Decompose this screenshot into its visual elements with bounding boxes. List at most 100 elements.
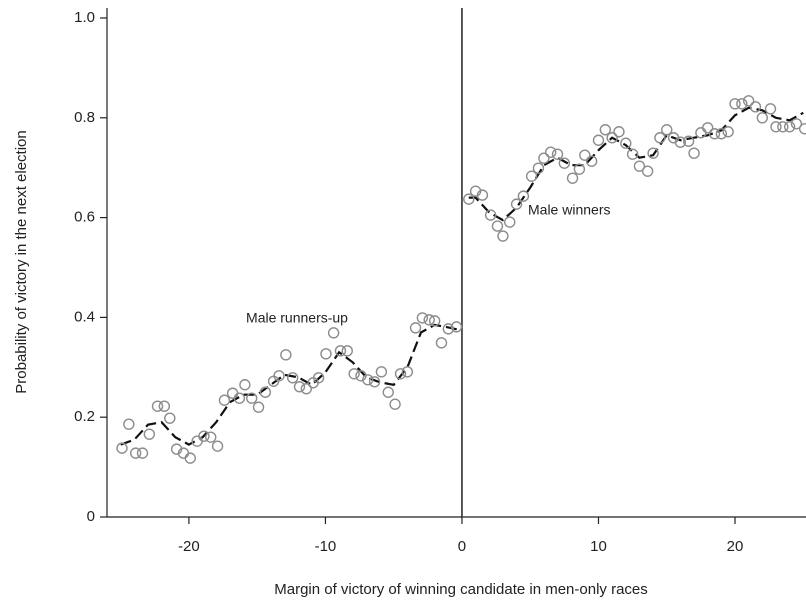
data-point — [450, 321, 463, 333]
data-point — [129, 447, 142, 459]
y-tick-label: 0.4 — [74, 308, 95, 325]
data-point — [497, 230, 509, 242]
data-point — [729, 98, 741, 110]
data-point — [633, 160, 646, 172]
x-axis-label: Margin of victory of winning candidate i… — [274, 581, 648, 598]
data-point — [647, 147, 659, 159]
data-point — [382, 386, 394, 398]
y-tick-label: 0.2 — [74, 408, 95, 425]
data-point — [715, 128, 728, 140]
data-point — [416, 312, 429, 324]
data-point — [491, 220, 504, 232]
data-point — [116, 442, 128, 454]
data-point — [320, 348, 332, 360]
data-point — [389, 398, 401, 410]
data-point — [151, 400, 164, 412]
data-point — [510, 198, 523, 210]
data-point — [688, 147, 700, 159]
data-point — [273, 370, 285, 382]
data-point — [394, 368, 407, 380]
data-point — [423, 314, 435, 326]
data-point — [252, 401, 265, 413]
data-point — [259, 386, 272, 398]
y-axis-label: Probability of victory in the next elect… — [13, 130, 30, 393]
data-point — [538, 152, 550, 164]
x-tick-label: -20 — [178, 538, 200, 555]
data-point — [226, 387, 239, 399]
data-point — [504, 216, 516, 228]
data-point — [749, 101, 762, 113]
data-point — [551, 148, 564, 160]
data-point — [184, 452, 196, 464]
data-point — [517, 190, 530, 202]
data-point — [293, 381, 306, 393]
data-point — [362, 374, 374, 386]
data-point — [682, 135, 695, 147]
data-point — [654, 132, 666, 144]
data-point — [525, 170, 538, 182]
data-point — [558, 157, 571, 169]
data-point — [280, 349, 292, 361]
data-point — [246, 392, 258, 404]
data-point — [205, 431, 217, 443]
data-point — [442, 323, 455, 335]
data-point — [702, 122, 714, 134]
data-point — [158, 400, 171, 412]
data-point — [661, 124, 673, 136]
data-point — [136, 447, 149, 459]
fit-line — [120, 323, 460, 446]
fit-line — [468, 106, 804, 222]
data-point — [428, 315, 441, 327]
y-tick-label: 1.0 — [74, 9, 95, 26]
data-point — [674, 136, 687, 148]
data-point — [599, 124, 612, 136]
data-point — [592, 134, 605, 146]
data-point — [566, 172, 579, 184]
data-point — [573, 163, 586, 175]
data-point — [312, 372, 325, 384]
data-point — [348, 368, 360, 380]
x-tick-label: 10 — [590, 538, 607, 555]
data-point — [756, 112, 769, 124]
data-point — [218, 394, 231, 406]
data-point — [198, 430, 210, 442]
x-tick-label: 20 — [727, 538, 744, 555]
annotation: Male winners — [528, 202, 610, 218]
data-point — [620, 137, 632, 149]
data-point — [722, 126, 734, 138]
data-point — [798, 123, 806, 135]
data-point — [286, 372, 299, 384]
data-point — [532, 162, 545, 174]
data-point — [695, 127, 707, 139]
data-point — [585, 155, 598, 167]
data-point — [742, 95, 755, 107]
data-point — [579, 149, 591, 161]
data-point — [626, 148, 639, 160]
data-point — [777, 121, 789, 133]
data-point — [764, 103, 777, 115]
annotation: Male runners-up — [246, 310, 348, 326]
data-point — [641, 165, 654, 177]
data-point — [708, 128, 721, 140]
data-point — [164, 412, 176, 424]
y-tick-label: 0 — [87, 508, 95, 525]
data-point — [375, 366, 388, 378]
data-point — [401, 366, 414, 378]
data-point — [613, 126, 625, 138]
data-point — [239, 379, 251, 391]
data-point — [409, 322, 422, 334]
data-point — [233, 392, 246, 404]
x-tick-label: -10 — [315, 538, 337, 555]
data-point — [545, 146, 557, 158]
data-point — [341, 345, 353, 357]
data-point — [327, 327, 340, 339]
data-point — [300, 383, 313, 395]
data-point — [211, 440, 224, 452]
data-point — [783, 121, 796, 133]
data-point — [736, 98, 748, 110]
data-point — [790, 118, 803, 130]
data-point — [334, 345, 347, 357]
data-point — [143, 428, 156, 440]
y-tick-label: 0.8 — [74, 109, 95, 126]
